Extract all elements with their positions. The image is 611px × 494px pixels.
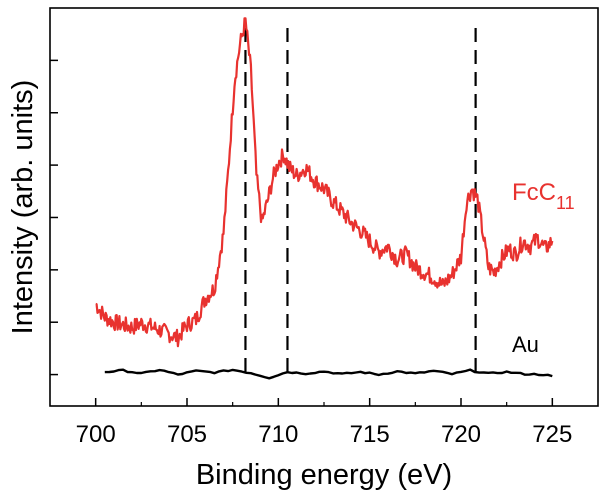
series-label-fcc11: FcC11 [512,179,575,213]
x-tick-label-715: 715 [350,421,390,448]
y-axis-label: Intensity (arb. units) [7,80,39,335]
x-axis-label: Binding energy (eV) [196,459,452,491]
x-tick-label-720: 720 [441,421,481,448]
series-label-fcc11-subscript: 11 [556,193,575,213]
x-tick-label-710: 710 [258,421,298,448]
series-group [95,17,554,380]
x-tick-label-725: 725 [532,421,572,448]
series-line-fcc11 [95,17,554,348]
reference-lines [244,28,477,378]
x-axis-ticks: 700 705 710 715 720 725 [76,398,572,448]
series-line-au [104,368,553,380]
x-tick-label-705: 705 [167,421,207,448]
x-tick-label-700: 700 [76,421,116,448]
series-label-fcc11-main: FcC [512,179,556,206]
y-axis-ticks [50,59,58,376]
series-label-au: Au [512,332,539,357]
